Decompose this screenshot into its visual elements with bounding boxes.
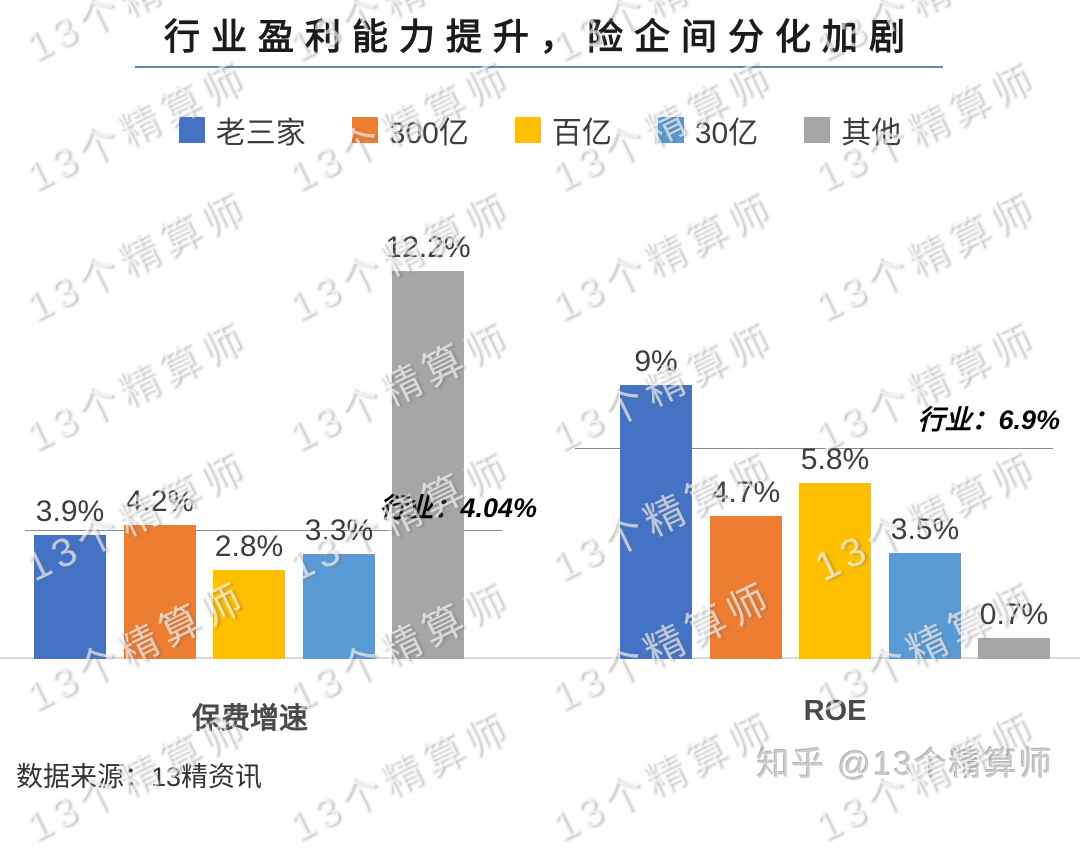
reference-line-label-roe: 行业：6.9%	[917, 405, 1060, 435]
bar-ROE-老三家	[620, 385, 692, 659]
bar-value-label: 3.3%	[304, 514, 374, 547]
bar-ROE-300亿	[710, 516, 782, 659]
legend: 老三家 300亿 百亿 30亿 其他	[0, 108, 1080, 152]
page-title: 行业盈利能力提升，险企间分化加剧	[163, 16, 916, 57]
legend-swatch-icon	[514, 117, 541, 143]
bar-value-label: 0.7%	[979, 598, 1049, 631]
bar-保费增速-百亿	[213, 570, 285, 659]
bar-value-label: 4.2%	[125, 485, 195, 518]
legend-swatch-icon	[351, 117, 378, 143]
bar-保费增速-30亿	[303, 554, 375, 659]
legend-item-300yi: 300亿	[351, 108, 469, 152]
bar-value-label: 5.8%	[800, 443, 870, 476]
chart-premium-growth: 3.9% 4.2% 2.8% 3.3% 12.2%	[25, 200, 502, 659]
bar-保费增速-老三家	[34, 535, 106, 659]
legend-item-30yi: 30亿	[657, 108, 759, 152]
legend-label: 300亿	[388, 117, 469, 150]
legend-item-qita: 其他	[804, 108, 901, 152]
bar-ROE-其他	[978, 638, 1050, 659]
data-source-note: 数据来源：13精资讯	[16, 762, 263, 792]
category-label-premium-growth: 保费增速	[191, 703, 308, 735]
bar-保费增速-300亿	[124, 525, 196, 659]
category-label-roe: ROE	[803, 695, 867, 727]
legend-label: 老三家	[215, 117, 306, 150]
bar-value-label: 2.8%	[214, 530, 284, 563]
legend-label: 百亿	[551, 117, 612, 150]
bar-保费增速-其他	[392, 271, 464, 659]
title-underline	[135, 66, 943, 68]
legend-item-baiyi: 百亿	[514, 108, 612, 152]
legend-swatch-icon	[804, 117, 831, 143]
chart-roe: 9% 4.7% 5.8% 3.5% 0.7%	[575, 200, 1053, 659]
bar-value-label: 4.7%	[711, 476, 781, 509]
reference-line-label-premium: 行业：4.04%	[379, 493, 537, 523]
bar-value-label: 3.5%	[890, 513, 960, 546]
author-watermark-credit: 知乎 @13个精算师	[756, 745, 1054, 782]
industry-average-line	[575, 448, 1053, 449]
industry-average-line	[25, 530, 502, 531]
bar-value-label: 12.2%	[385, 231, 471, 264]
bar-value-label: 3.9%	[35, 495, 105, 528]
legend-swatch-icon	[178, 117, 205, 143]
legend-label: 30亿	[694, 117, 759, 150]
bar-value-label: 9%	[634, 345, 678, 378]
legend-label: 其他	[841, 117, 902, 150]
legend-swatch-icon	[657, 117, 684, 143]
bar-ROE-百亿	[799, 483, 871, 659]
legend-item-laosanjia: 老三家	[178, 108, 306, 152]
x-axis-line	[0, 657, 1080, 659]
bar-ROE-30亿	[889, 553, 961, 659]
